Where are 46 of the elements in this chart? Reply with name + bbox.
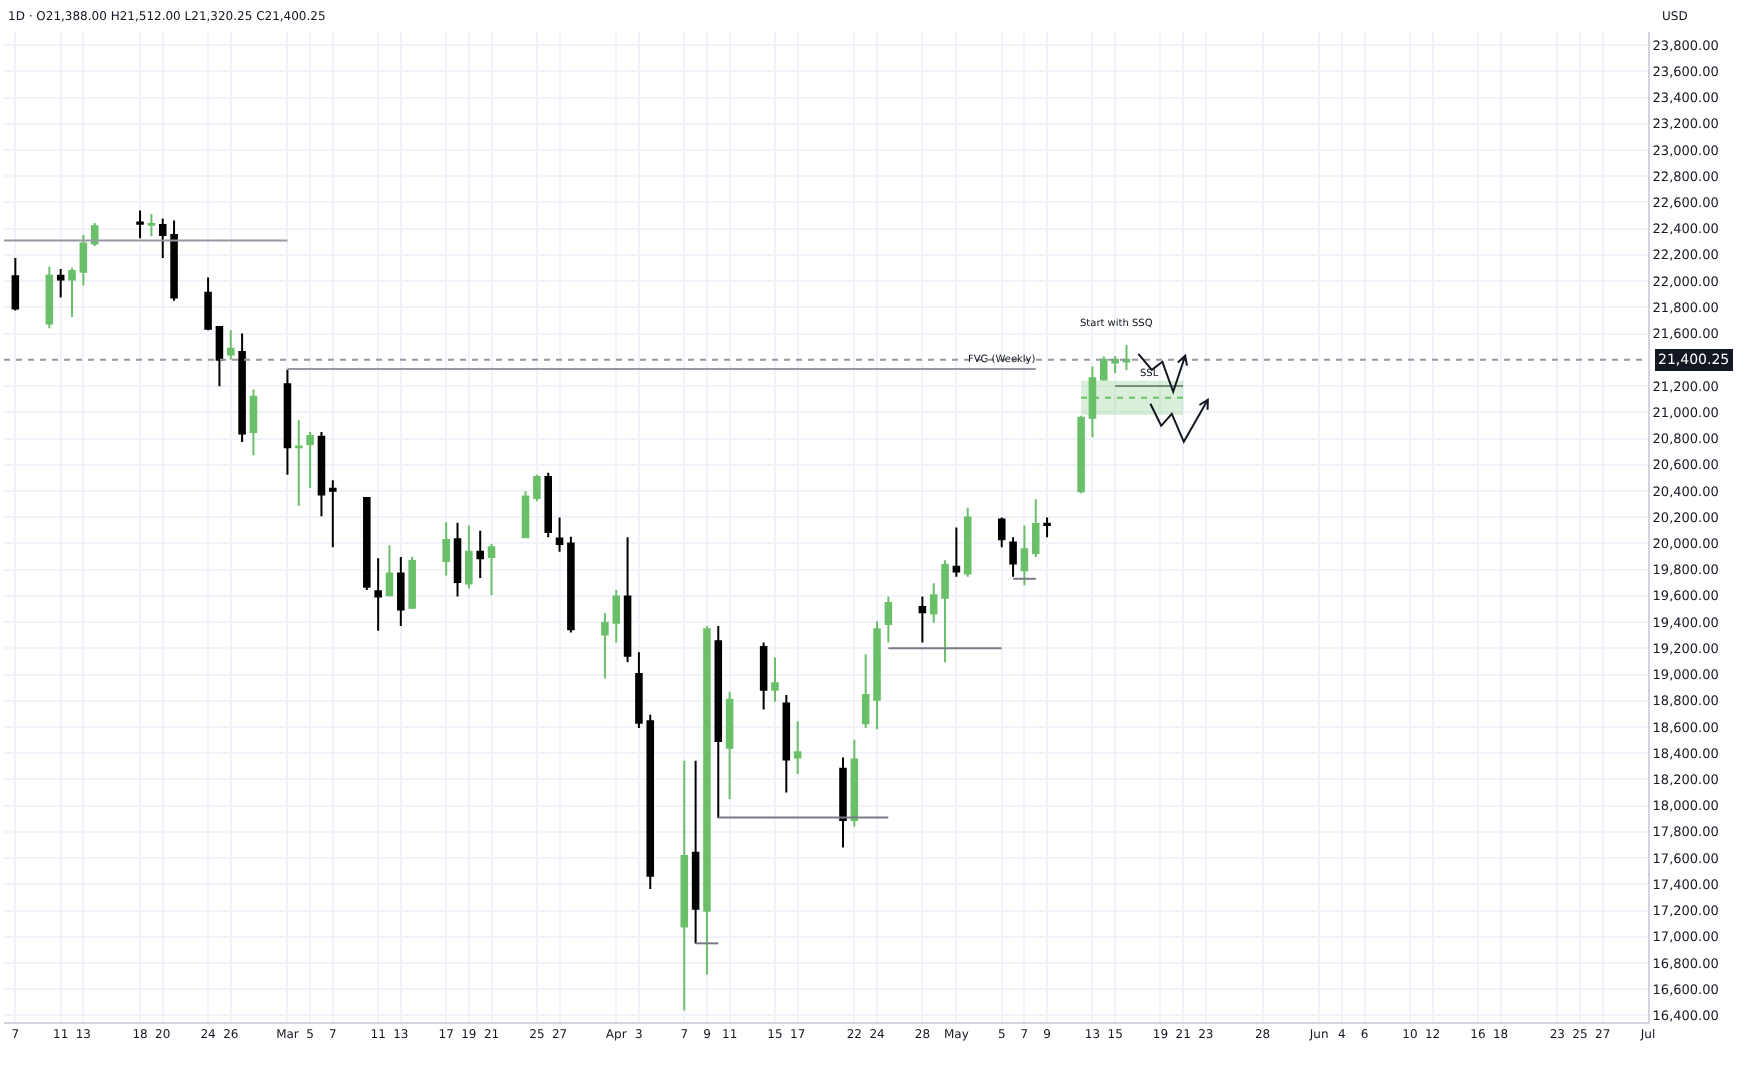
- candlestick: [771, 656, 779, 703]
- candlestick: [1020, 524, 1029, 587]
- candlestick: [363, 496, 371, 591]
- candlestick: [725, 690, 734, 800]
- candlestick: [283, 368, 292, 476]
- candlestick: [476, 529, 484, 579]
- candlestick: [442, 521, 450, 577]
- candlestick: [1077, 414, 1085, 495]
- candlestick: [465, 524, 473, 590]
- candlestick: [759, 641, 768, 711]
- candlestick: [408, 556, 416, 610]
- candlestick: [963, 506, 972, 578]
- candlestick: [861, 653, 870, 729]
- candlestick: [385, 544, 394, 598]
- candlestick: [839, 756, 847, 849]
- candlestick: [306, 431, 314, 490]
- candlestick: [487, 542, 496, 597]
- candlestick: [567, 535, 575, 634]
- candlestick: [714, 625, 723, 819]
- candlestick: [317, 431, 326, 518]
- candlestick: [793, 720, 802, 775]
- candlestick: [1031, 498, 1040, 559]
- candlestick: [929, 582, 938, 624]
- candlestick: [555, 516, 564, 553]
- candlestick: [918, 595, 927, 644]
- candlestick: [453, 521, 462, 598]
- candlestick: [873, 620, 881, 731]
- candlestick: [295, 419, 303, 507]
- candlestick: [1009, 536, 1017, 578]
- candlestick: [884, 595, 893, 644]
- candlestick: [533, 473, 541, 503]
- candlestick: [952, 526, 961, 578]
- candlestick: [521, 490, 530, 539]
- candlestick: [941, 559, 949, 664]
- candlestick: [691, 759, 700, 945]
- candlestick: [623, 536, 632, 664]
- candlestick: [544, 471, 552, 539]
- candlestick: [850, 738, 859, 828]
- candlestick: [1043, 516, 1051, 539]
- candlestick: [680, 759, 689, 1012]
- candlestick: [329, 479, 337, 549]
- candlestick: [782, 694, 791, 794]
- candlestick: [997, 516, 1006, 549]
- candlestick: [397, 556, 405, 627]
- candlestick: [1122, 344, 1131, 372]
- candlestick: [374, 557, 382, 632]
